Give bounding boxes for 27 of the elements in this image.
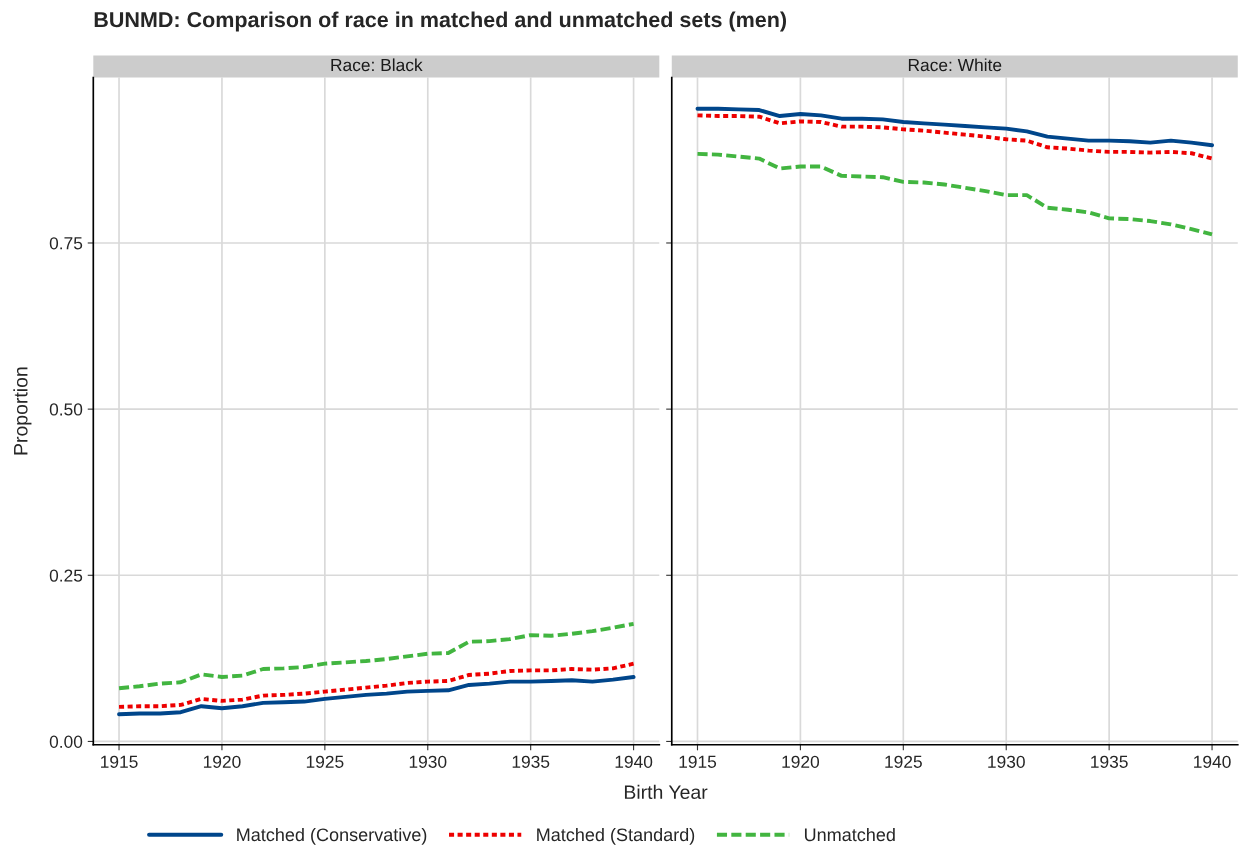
x-tick-label: 1935 [1091,755,1128,768]
y-tick-label: 0.25 [49,569,83,582]
chart-subtitle: Race: White [908,58,1002,72]
x-tick-label: 1925 [885,755,922,768]
y-tick-label: 0.75 [49,237,83,250]
legend-label: Unmatched [804,827,895,842]
line-series [117,621,636,691]
x-tick-label: 1930 [988,755,1025,768]
x-tick-label: 1940 [1194,755,1231,768]
y-tick-label: 0.00 [49,735,83,748]
x-tick-label: 1930 [409,755,447,768]
y-axis-title: Proportion [13,367,32,455]
y-tick-label: 0.50 [49,403,83,416]
x-tick-label: 1920 [203,755,241,768]
chart-subtitle: Race: Black [331,58,423,72]
line-series [117,675,636,717]
chart-title: BUNMD: Comparison of race in matched and unmatched sets (men) [94,11,787,32]
legend-label: Matched (Conservative) [237,827,427,845]
x-tick-label: 1940 [615,755,653,768]
x-tick-label: 1915 [101,755,138,768]
x-tick-label: 1935 [512,755,550,768]
x-tick-label: 1915 [679,755,717,768]
x-tick-label: 1925 [306,755,344,768]
x-tick-label: 1920 [782,755,820,768]
line-series [117,661,636,709]
x-axis-title: Birth Year [624,784,708,800]
legend-label: Matched (Standard) [537,827,695,845]
